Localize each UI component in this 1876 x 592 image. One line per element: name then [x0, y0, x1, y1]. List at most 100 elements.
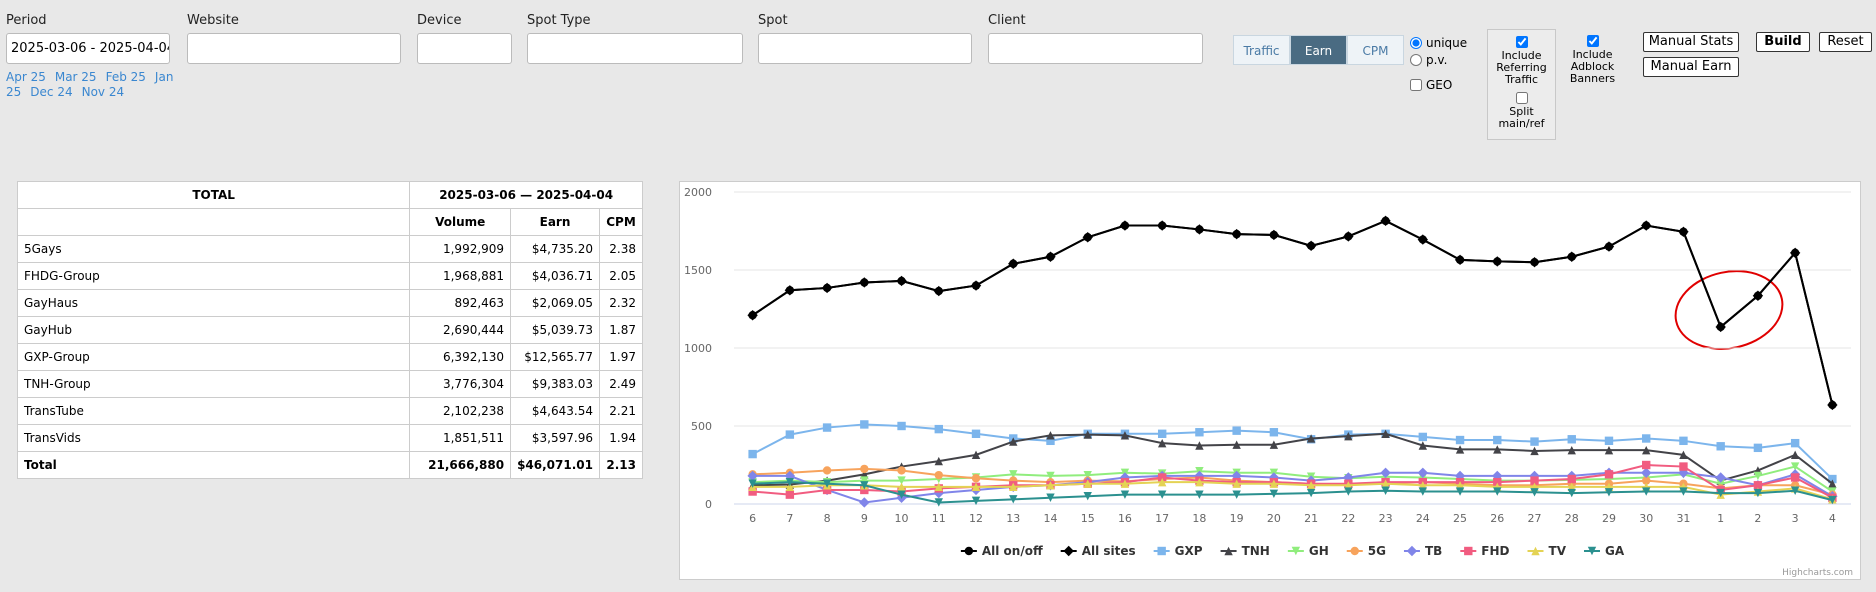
table-cell: TransTube	[16, 397, 411, 425]
x-tick-label: 9	[861, 512, 868, 525]
marker	[1455, 445, 1465, 454]
legend-label: TV	[1549, 544, 1567, 558]
total-cell: 2.13	[598, 451, 644, 479]
marker	[860, 420, 869, 429]
marker	[1567, 488, 1576, 498]
period-link[interactable]: Jan 25	[6, 70, 174, 99]
marker	[1418, 441, 1428, 450]
marker	[1194, 470, 1205, 482]
marker	[1753, 488, 1763, 498]
marker	[1269, 489, 1279, 499]
checkbox[interactable]	[1410, 79, 1422, 91]
marker	[1195, 490, 1204, 499]
text-input[interactable]	[758, 33, 972, 64]
marker	[1305, 240, 1317, 252]
marker	[859, 277, 870, 288]
radio[interactable]	[1410, 37, 1422, 49]
marker	[1195, 428, 1204, 437]
legend-item[interactable]: GXP	[1153, 544, 1203, 558]
period-link[interactable]: Mar 25	[54, 70, 97, 84]
marker	[1083, 430, 1092, 439]
legend-item[interactable]: All on/off	[960, 544, 1043, 558]
marker	[1790, 438, 1800, 448]
x-tick-label: 28	[1565, 512, 1579, 525]
marker	[1406, 545, 1418, 557]
legend-item[interactable]: TV	[1527, 544, 1567, 558]
marker	[1344, 431, 1353, 441]
legend-item[interactable]: GA	[1583, 544, 1625, 558]
button[interactable]: Manual Stats	[1643, 32, 1739, 52]
legend-item[interactable]: 5G	[1346, 544, 1386, 558]
marker	[1083, 479, 1092, 488]
text-input[interactable]: 2025-03-06 - 2025-04-04	[6, 33, 170, 64]
legend-item[interactable]: GH	[1287, 544, 1329, 558]
x-tick-label: 18	[1192, 512, 1206, 525]
period-link[interactable]: Dec 24	[30, 85, 73, 99]
radio[interactable]	[1410, 54, 1422, 66]
series-line	[752, 463, 1833, 499]
legend-item[interactable]: FHD	[1460, 544, 1510, 558]
table-cell: GXP-Group	[16, 343, 411, 371]
field-label: Website	[187, 13, 239, 28]
marker	[1157, 490, 1167, 499]
period-link[interactable]: Feb 25	[105, 70, 146, 84]
mode-button[interactable]: CPM	[1347, 35, 1404, 65]
header-row: TOTAL 2025-03-06 — 2025-04-04	[16, 181, 643, 209]
checkbox[interactable]	[1515, 92, 1528, 104]
legend-item[interactable]: TNH	[1220, 544, 1270, 558]
marker	[1642, 434, 1651, 443]
column-header: CPM	[598, 208, 644, 236]
marker	[822, 485, 832, 495]
marker	[1157, 438, 1167, 448]
x-tick-label: 11	[932, 512, 946, 525]
marker	[1380, 467, 1391, 478]
checkbox[interactable]	[1586, 35, 1599, 47]
marker	[822, 423, 832, 432]
options-box: Include Adblock Banners	[1565, 33, 1620, 85]
text-input[interactable]	[527, 33, 743, 64]
marker	[934, 482, 943, 492]
y-tick-label: 1000	[684, 342, 712, 355]
table-cell: $4,735.20	[510, 235, 600, 263]
marker	[1343, 231, 1354, 242]
field-label: Period	[6, 13, 47, 28]
button[interactable]: Reset	[1819, 32, 1872, 52]
marker	[1790, 486, 1800, 495]
marker	[1790, 473, 1800, 482]
marker	[934, 456, 943, 466]
marker	[1306, 434, 1316, 443]
text-input[interactable]	[187, 33, 401, 64]
marker	[1417, 467, 1429, 478]
table-cell: 892,463	[409, 289, 512, 317]
marker	[785, 477, 795, 487]
marker	[785, 490, 795, 499]
marker	[1194, 224, 1205, 235]
field-label: Device	[417, 13, 462, 28]
marker	[1381, 479, 1390, 488]
text-input[interactable]	[988, 33, 1203, 64]
marker	[1678, 467, 1689, 478]
marker	[1350, 546, 1359, 556]
marker	[1157, 546, 1166, 556]
series-line	[752, 481, 1833, 504]
marker	[822, 466, 832, 475]
legend: All on/off All sites GXP TNH GH 5G TB FHD TV GA	[960, 544, 1625, 558]
button[interactable]: Manual Earn	[1643, 57, 1739, 77]
text-input[interactable]	[417, 33, 512, 64]
marker	[1418, 432, 1428, 442]
checkbox[interactable]	[1515, 36, 1528, 48]
legend-item[interactable]: All sites	[1060, 544, 1136, 558]
x-tick-label: 1	[1717, 512, 1724, 525]
button[interactable]: Build	[1756, 32, 1810, 52]
legend-item[interactable]: TB	[1403, 544, 1442, 558]
period-link[interactable]: Nov 24	[81, 85, 125, 99]
period-link[interactable]: Apr 25	[6, 70, 46, 84]
mode-button[interactable]: Earn	[1290, 35, 1347, 65]
marker	[1827, 399, 1838, 411]
table-row: FHDG-Group 1,968,881 $4,036.71 2.05	[16, 262, 644, 290]
marker	[1306, 488, 1316, 498]
mode-button[interactable]: Traffic	[1233, 35, 1290, 65]
marker	[747, 310, 758, 321]
geo-label: GEO	[1426, 78, 1453, 92]
marker	[1790, 450, 1800, 460]
